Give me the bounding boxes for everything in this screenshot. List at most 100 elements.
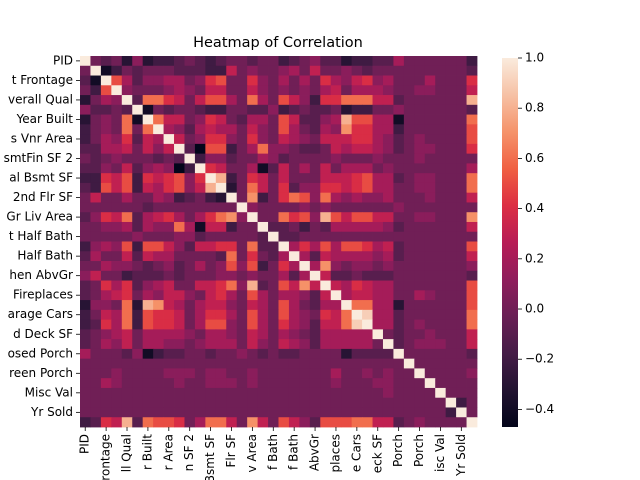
heatmap-cell <box>466 124 478 135</box>
heatmap-cell <box>80 134 91 145</box>
heatmap-cell <box>236 241 248 252</box>
heatmap-cell <box>278 153 290 164</box>
heatmap-cell <box>414 173 426 184</box>
heatmap-cell <box>393 290 405 301</box>
heatmap-cell <box>393 348 405 360</box>
heatmap-cell <box>341 339 353 350</box>
heatmap-cell <box>132 95 144 106</box>
heatmap-cell <box>90 251 102 262</box>
heatmap-cell <box>174 95 185 106</box>
heatmap-cell <box>132 75 144 86</box>
heatmap-cell <box>466 290 478 301</box>
heatmap-cell <box>288 309 300 321</box>
heatmap-cell <box>414 270 426 281</box>
heatmap-cell <box>163 163 175 174</box>
heatmap-cell <box>121 221 133 233</box>
x-tick-label: n SF 2 <box>182 434 196 471</box>
heatmap-cell <box>121 134 133 145</box>
heatmap-cell <box>351 407 363 418</box>
heatmap-cell <box>320 300 332 311</box>
heatmap-cell <box>424 387 436 399</box>
heatmap-cell <box>132 231 144 242</box>
heatmap-cell <box>466 134 478 145</box>
heatmap-cell <box>194 417 206 428</box>
heatmap-cell <box>351 202 363 213</box>
heatmap-cell <box>153 192 164 203</box>
heatmap-cell <box>372 85 384 96</box>
heatmap-cell <box>174 192 185 203</box>
heatmap-cell <box>341 368 353 379</box>
heatmap-cell <box>174 163 185 174</box>
heatmap-cell <box>382 75 394 86</box>
heatmap-cell <box>268 221 279 233</box>
x-tick-label: Bsmt SF <box>203 434 217 480</box>
heatmap-cell <box>278 407 290 418</box>
heatmap-cell <box>393 270 405 281</box>
heatmap-cell <box>132 358 144 369</box>
heatmap-cell <box>309 309 321 321</box>
heatmap-cell <box>372 134 384 145</box>
heatmap-cell <box>132 300 144 311</box>
heatmap-cell <box>445 95 457 106</box>
heatmap-cell <box>194 378 206 389</box>
heatmap-cell <box>247 407 259 418</box>
heatmap-cell <box>100 56 112 67</box>
heatmap-cell <box>142 251 154 262</box>
heatmap-cell <box>100 348 112 360</box>
heatmap-cell <box>456 163 467 174</box>
heatmap-cell <box>382 348 394 360</box>
heatmap-cell <box>288 387 300 399</box>
heatmap-cell <box>174 134 185 145</box>
heatmap-cell <box>121 280 133 291</box>
heatmap-cell <box>466 251 478 262</box>
heatmap-cell <box>309 358 321 369</box>
heatmap-cell <box>132 124 144 135</box>
heatmap-cell <box>414 134 426 145</box>
heatmap-cell <box>100 143 112 155</box>
heatmap-cell <box>372 290 384 301</box>
heatmap-cell <box>330 290 342 301</box>
heatmap-cell <box>153 339 164 350</box>
heatmap-cell <box>362 202 373 213</box>
heatmap-cell <box>445 309 457 321</box>
heatmap-cell <box>362 104 373 115</box>
heatmap-cell <box>309 212 321 223</box>
heatmap-cell <box>111 65 123 76</box>
heatmap-cell <box>414 417 426 428</box>
heatmap-cell <box>414 85 426 96</box>
heatmap-cell <box>393 417 405 428</box>
heatmap-cell <box>414 104 426 115</box>
heatmap-cell <box>288 202 300 213</box>
heatmap-cell <box>435 75 447 86</box>
heatmap-cell <box>393 202 405 213</box>
heatmap-cell <box>299 407 311 418</box>
heatmap-cell <box>424 417 436 428</box>
heatmap-cell <box>341 56 353 67</box>
heatmap-cell <box>205 348 217 360</box>
heatmap-cell <box>372 348 384 360</box>
heatmap-cell <box>226 143 238 155</box>
heatmap-cell <box>341 397 353 408</box>
heatmap-cell <box>393 192 405 203</box>
heatmap-cell <box>142 261 154 272</box>
heatmap-cell <box>90 231 102 242</box>
heatmap-cell <box>205 407 217 418</box>
x-tick-label: f Bath <box>287 434 301 470</box>
heatmap-cell <box>466 143 478 155</box>
heatmap-cell <box>121 251 133 262</box>
heatmap-cell <box>236 397 248 408</box>
heatmap-cell <box>121 202 133 213</box>
heatmap-cell <box>278 368 290 379</box>
heatmap-cell <box>90 339 102 350</box>
heatmap-cell <box>132 182 144 194</box>
heatmap-cell <box>288 241 300 252</box>
heatmap-cell <box>288 300 300 311</box>
x-tick-label: isc Val <box>433 434 447 472</box>
heatmap-cell <box>320 114 332 125</box>
heatmap-cell <box>194 56 206 67</box>
heatmap-cell <box>456 85 467 96</box>
heatmap-cell <box>372 124 384 135</box>
heatmap-cell <box>184 56 196 67</box>
heatmap-cell <box>466 309 478 321</box>
